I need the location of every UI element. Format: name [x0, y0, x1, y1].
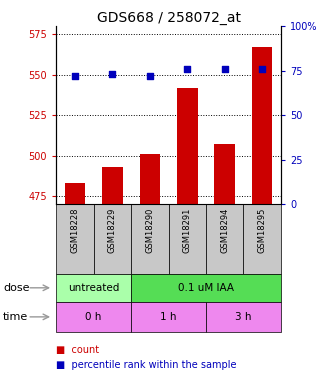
Bar — [214, 144, 235, 204]
Text: 0.1 uM IAA: 0.1 uM IAA — [178, 283, 234, 293]
Bar — [177, 88, 197, 204]
Bar — [56, 274, 131, 302]
Bar — [131, 204, 169, 274]
Bar — [140, 154, 160, 204]
Bar — [252, 47, 273, 204]
Text: 1 h: 1 h — [160, 312, 177, 322]
Bar — [243, 204, 281, 274]
Text: GSM18228: GSM18228 — [70, 208, 79, 254]
Bar — [169, 204, 206, 274]
Bar — [131, 302, 206, 332]
Point — [72, 73, 77, 79]
Bar — [56, 204, 94, 274]
Text: GSM18294: GSM18294 — [220, 208, 229, 253]
Bar — [206, 302, 281, 332]
Bar — [102, 167, 123, 204]
Text: GSM18295: GSM18295 — [258, 208, 267, 253]
Point — [222, 66, 227, 72]
Point — [110, 71, 115, 77]
Text: GSM18229: GSM18229 — [108, 208, 117, 253]
Text: GSM18291: GSM18291 — [183, 208, 192, 253]
Text: dose: dose — [3, 283, 30, 293]
Text: time: time — [3, 312, 29, 322]
Text: GSM18290: GSM18290 — [145, 208, 154, 253]
Bar — [65, 183, 85, 204]
Text: ■  count: ■ count — [56, 345, 99, 355]
Text: ■  percentile rank within the sample: ■ percentile rank within the sample — [56, 360, 237, 370]
Bar — [131, 274, 281, 302]
Text: 3 h: 3 h — [235, 312, 252, 322]
Point — [147, 73, 152, 79]
Point — [260, 66, 265, 72]
Point — [185, 66, 190, 72]
Text: untreated: untreated — [68, 283, 119, 293]
Bar — [94, 204, 131, 274]
Bar — [206, 204, 243, 274]
Title: GDS668 / 258072_at: GDS668 / 258072_at — [97, 11, 240, 25]
Text: 0 h: 0 h — [85, 312, 102, 322]
Bar — [56, 302, 131, 332]
